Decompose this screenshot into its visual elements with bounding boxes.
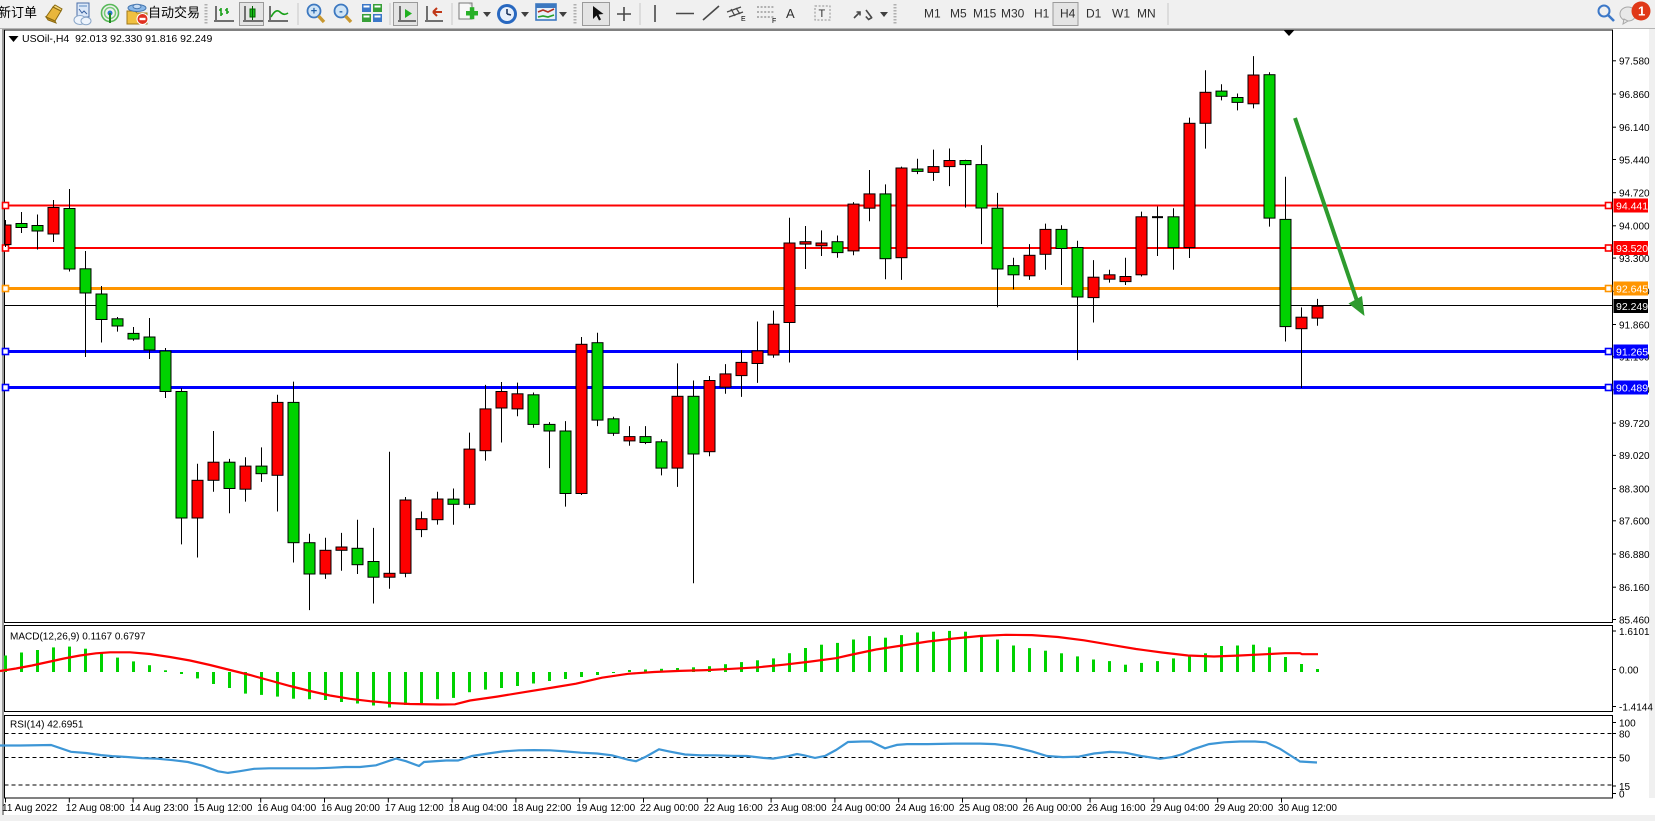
svg-text:E: E	[741, 16, 746, 23]
svg-text:80: 80	[1619, 729, 1631, 740]
svg-text:T: T	[819, 8, 826, 20]
svg-text:14 Aug 23:00: 14 Aug 23:00	[130, 803, 189, 814]
svg-text:85.460: 85.460	[1619, 615, 1650, 626]
svg-text:A: A	[786, 6, 795, 21]
svg-text:86.160: 86.160	[1619, 583, 1650, 594]
svg-text:17 Aug 12:00: 17 Aug 12:00	[385, 803, 444, 814]
svg-text:M5: M5	[950, 7, 967, 21]
svg-text:25 Aug 08:00: 25 Aug 08:00	[959, 803, 1018, 814]
svg-text:-1.4144: -1.4144	[1619, 702, 1653, 713]
svg-text:96.140: 96.140	[1619, 123, 1650, 134]
svg-text:M15: M15	[973, 7, 997, 21]
svg-text:USOil-,H4 92.013 92.330 91.81: USOil-,H4 92.013 92.330 91.816 92.249	[22, 33, 212, 45]
svg-text:F: F	[772, 18, 776, 25]
svg-text:94.000: 94.000	[1619, 222, 1650, 233]
svg-text:16 Aug 04:00: 16 Aug 04:00	[257, 803, 316, 814]
svg-text:91.265: 91.265	[1616, 347, 1648, 359]
svg-text:1.6101: 1.6101	[1619, 627, 1650, 638]
svg-text:29 Aug 20:00: 29 Aug 20:00	[1214, 803, 1273, 814]
svg-text:93.300: 93.300	[1619, 254, 1650, 265]
svg-text:91.860: 91.860	[1619, 320, 1650, 331]
svg-text:-: -	[339, 6, 343, 18]
svg-text:50: 50	[1619, 753, 1631, 764]
svg-text:0: 0	[1619, 789, 1625, 800]
svg-text:D1: D1	[1086, 7, 1102, 21]
svg-text:29 Aug 04:00: 29 Aug 04:00	[1150, 803, 1209, 814]
svg-text:15: 15	[1619, 782, 1631, 793]
svg-text:86.880: 86.880	[1619, 550, 1650, 561]
svg-text:24 Aug 16:00: 24 Aug 16:00	[895, 803, 954, 814]
svg-text:100: 100	[1619, 718, 1636, 729]
svg-text:24 Aug 00:00: 24 Aug 00:00	[831, 803, 890, 814]
svg-text:H1: H1	[1034, 7, 1050, 21]
svg-text:1: 1	[1638, 4, 1645, 19]
svg-text:H4: H4	[1060, 7, 1076, 21]
svg-text:0.00: 0.00	[1619, 665, 1639, 676]
svg-text:12 Aug 08:00: 12 Aug 08:00	[66, 803, 125, 814]
svg-text:22 Aug 16:00: 22 Aug 16:00	[704, 803, 763, 814]
svg-text:95.440: 95.440	[1619, 155, 1650, 166]
svg-text:26 Aug 16:00: 26 Aug 16:00	[1087, 803, 1146, 814]
svg-text:11 Aug 2022: 11 Aug 2022	[2, 803, 58, 814]
svg-text:W1: W1	[1112, 7, 1130, 21]
svg-text:94.720: 94.720	[1619, 189, 1650, 200]
svg-text:94.441: 94.441	[1616, 201, 1648, 213]
svg-text:+: +	[311, 6, 317, 18]
svg-text:96.860: 96.860	[1619, 90, 1650, 101]
svg-text:23 Aug 08:00: 23 Aug 08:00	[768, 803, 827, 814]
svg-text:97.580: 97.580	[1619, 57, 1650, 68]
svg-text:自动交易: 自动交易	[148, 5, 200, 20]
svg-text:89.020: 89.020	[1619, 451, 1650, 462]
svg-text:RSI(14) 42.6951: RSI(14) 42.6951	[10, 720, 84, 731]
svg-text:18 Aug 22:00: 18 Aug 22:00	[512, 803, 571, 814]
svg-text:新订单: 新订单	[0, 5, 37, 20]
svg-text:88.300: 88.300	[1619, 484, 1650, 495]
svg-text:89.720: 89.720	[1619, 419, 1650, 430]
svg-text:18 Aug 04:00: 18 Aug 04:00	[449, 803, 508, 814]
svg-text:22 Aug 00:00: 22 Aug 00:00	[640, 803, 699, 814]
svg-text:92.249: 92.249	[1616, 301, 1648, 313]
svg-text:15 Aug 12:00: 15 Aug 12:00	[193, 803, 252, 814]
svg-text:MACD(12,26,9) 0.1167 0.6797: MACD(12,26,9) 0.1167 0.6797	[10, 632, 146, 643]
svg-text:93.520: 93.520	[1616, 243, 1648, 255]
svg-text:M30: M30	[1001, 7, 1025, 21]
svg-text:30 Aug 12:00: 30 Aug 12:00	[1278, 803, 1337, 814]
svg-text:26 Aug 00:00: 26 Aug 00:00	[1023, 803, 1082, 814]
svg-text:MN: MN	[1137, 7, 1156, 21]
svg-text:92.645: 92.645	[1616, 284, 1648, 296]
svg-text:M1: M1	[924, 7, 941, 21]
svg-text:16 Aug 20:00: 16 Aug 20:00	[321, 803, 380, 814]
svg-text:87.600: 87.600	[1619, 517, 1650, 528]
svg-text:90.489: 90.489	[1616, 383, 1648, 395]
svg-text:19 Aug 12:00: 19 Aug 12:00	[576, 803, 635, 814]
